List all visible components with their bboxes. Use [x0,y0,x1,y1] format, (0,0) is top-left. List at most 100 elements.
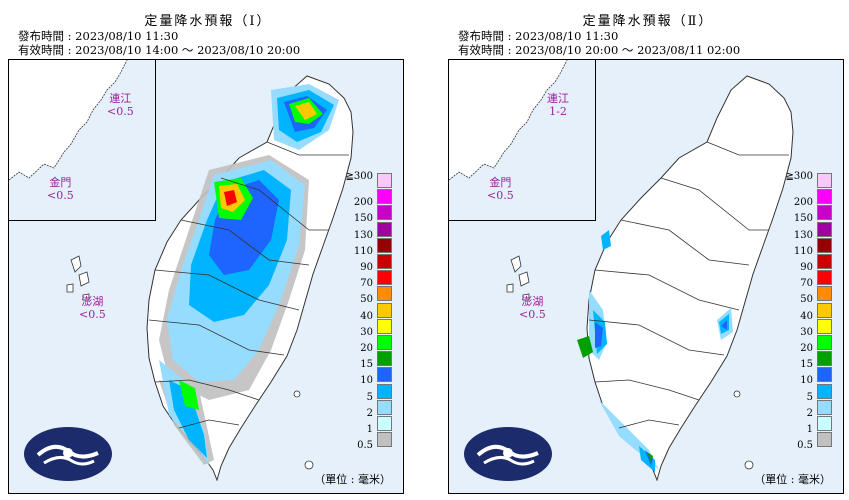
legend-swatch [377,221,392,237]
legend-swatch [377,335,392,350]
legend-level-label: 1 [366,424,373,435]
forecast-panel-2: 定量降水預報（Ⅱ） 發布時間 : 2023/08/10 11:30 有效時間 :… [448,0,848,500]
legend-swatch [817,302,832,318]
cwa-logo [464,427,552,481]
legend-swatch [817,367,832,383]
logo-swirl-icon [36,444,99,466]
legend-level-label: 110 [793,245,813,257]
kinmen-value: <0.5 [47,189,74,202]
valid-time: 有效時間 : 2023/08/10 14:00 ～ 2023/08/10 20:… [18,43,301,57]
legend-swatch [377,286,392,302]
legend-level-label: 40 [360,310,373,322]
legend-level-label: 50 [360,294,373,306]
legend-level-label: ≧300 [345,171,373,182]
matsu-name: 連江 [109,92,132,105]
outlying-islands [293,390,314,470]
legend-level-label: 20 [360,343,373,354]
legend-level-label: 90 [800,262,813,273]
legend-level-label: 30 [800,326,813,338]
taiwan-map [506,75,794,482]
taiwan-map [66,75,354,482]
legend-level-label: 5 [806,391,813,403]
kinmen-label: 金門 <0.5 [47,176,74,202]
legend-swatch [377,254,392,269]
legend-level-label: ≧300 [785,171,813,182]
legend-level-label: 30 [360,326,373,338]
penghu-label: 澎湖 <0.5 [519,295,546,321]
matsu-name: 連江 [547,92,569,105]
legend-swatch [817,318,832,334]
legend-swatch [817,399,832,415]
legend-swatch [377,173,392,188]
legend-level-label: 110 [353,245,373,257]
legend-swatch [377,367,392,383]
penghu-value: <0.5 [519,308,546,321]
matsu-value: <0.5 [107,105,134,118]
legend-swatch [817,383,832,399]
legend-level-label: 50 [800,294,813,306]
penghu-value: <0.5 [79,308,106,321]
penghu-islands [66,255,90,301]
legend-swatch [817,270,832,286]
legend-swatch [377,205,392,221]
outlying-islands-inset: 連江 1-2 金門 <0.5 [449,60,596,221]
legend-swatch [817,254,832,269]
county-boundaries [588,141,789,429]
legend-level-label: 90 [360,262,373,273]
legend-swatch [817,432,832,448]
legend-swatch [817,237,832,253]
kinmen-value: <0.5 [487,189,514,202]
legend-swatch [817,416,832,431]
panel-title: 定量降水預報（Ⅰ） [144,14,272,29]
legend-swatch [817,335,832,350]
china-coast [449,60,595,220]
cwa-logo [24,427,112,481]
issue-time: 發布時間 : 2023/08/10 11:30 [18,29,179,43]
rain-red [224,190,237,206]
unit-label: （單位 : 毫米） [754,473,831,486]
legend-swatch [817,173,832,188]
legend-level-label: 200 [793,197,813,209]
legend-level-label: 10 [800,375,813,387]
legend-swatch [817,351,832,367]
unit-label: （單位 : 毫米） [314,473,391,486]
legend-level-label: 5 [366,391,373,403]
issue-time: 發布時間 : 2023/08/10 11:30 [458,29,619,43]
legend-level-label: 15 [360,359,373,371]
legend-level-label: 150 [353,213,373,225]
matsu-value: 1-2 [549,105,567,118]
legend-level-label: 2 [806,407,813,419]
legend-level-label: 20 [800,343,813,354]
legend-level-label: 40 [800,310,813,322]
kinmen-label: 金門 <0.5 [487,176,514,202]
legend-swatch [377,383,392,399]
legend-swatch [817,205,832,221]
legend-swatch [377,318,392,334]
legend-swatch [377,399,392,415]
rain-green [577,336,653,462]
legend-swatch [377,416,392,431]
legend-swatch [817,221,832,237]
legend-level-label: 0.5 [797,440,813,452]
legend-level-label: 2 [366,407,373,419]
kinmen-name: 金門 [49,176,72,189]
legend-swatch [377,270,392,286]
legend-level-label: 1 [806,424,813,435]
legend-level-label: 150 [793,213,813,225]
rainfall-map: 連江 <0.5 金門 <0.5 澎湖 <0.5 ≧300 200 150 130 110… [8,59,404,494]
matsu-label: 連江 <0.5 [107,92,134,118]
legend-swatch [377,189,392,205]
legend-level-label: 130 [793,229,813,241]
forecast-panel-1: 定量降水預報（Ⅰ） 發布時間 : 2023/08/10 11:30 有效時間 :… [8,0,408,500]
legend-swatch [817,286,832,302]
legend-level-label: 130 [353,229,373,241]
legend-level-label: 70 [800,278,813,290]
panel-title: 定量降水預報（Ⅱ） [582,14,714,29]
legend-level-label: 200 [353,197,373,209]
matsu-label: 連江 1-2 [547,92,569,118]
county-boundaries [148,141,349,429]
legend-level-label: 10 [360,375,373,387]
legend-level-label: 0.5 [357,440,373,452]
penghu-name: 澎湖 [521,295,544,308]
legend-swatch [377,432,392,448]
